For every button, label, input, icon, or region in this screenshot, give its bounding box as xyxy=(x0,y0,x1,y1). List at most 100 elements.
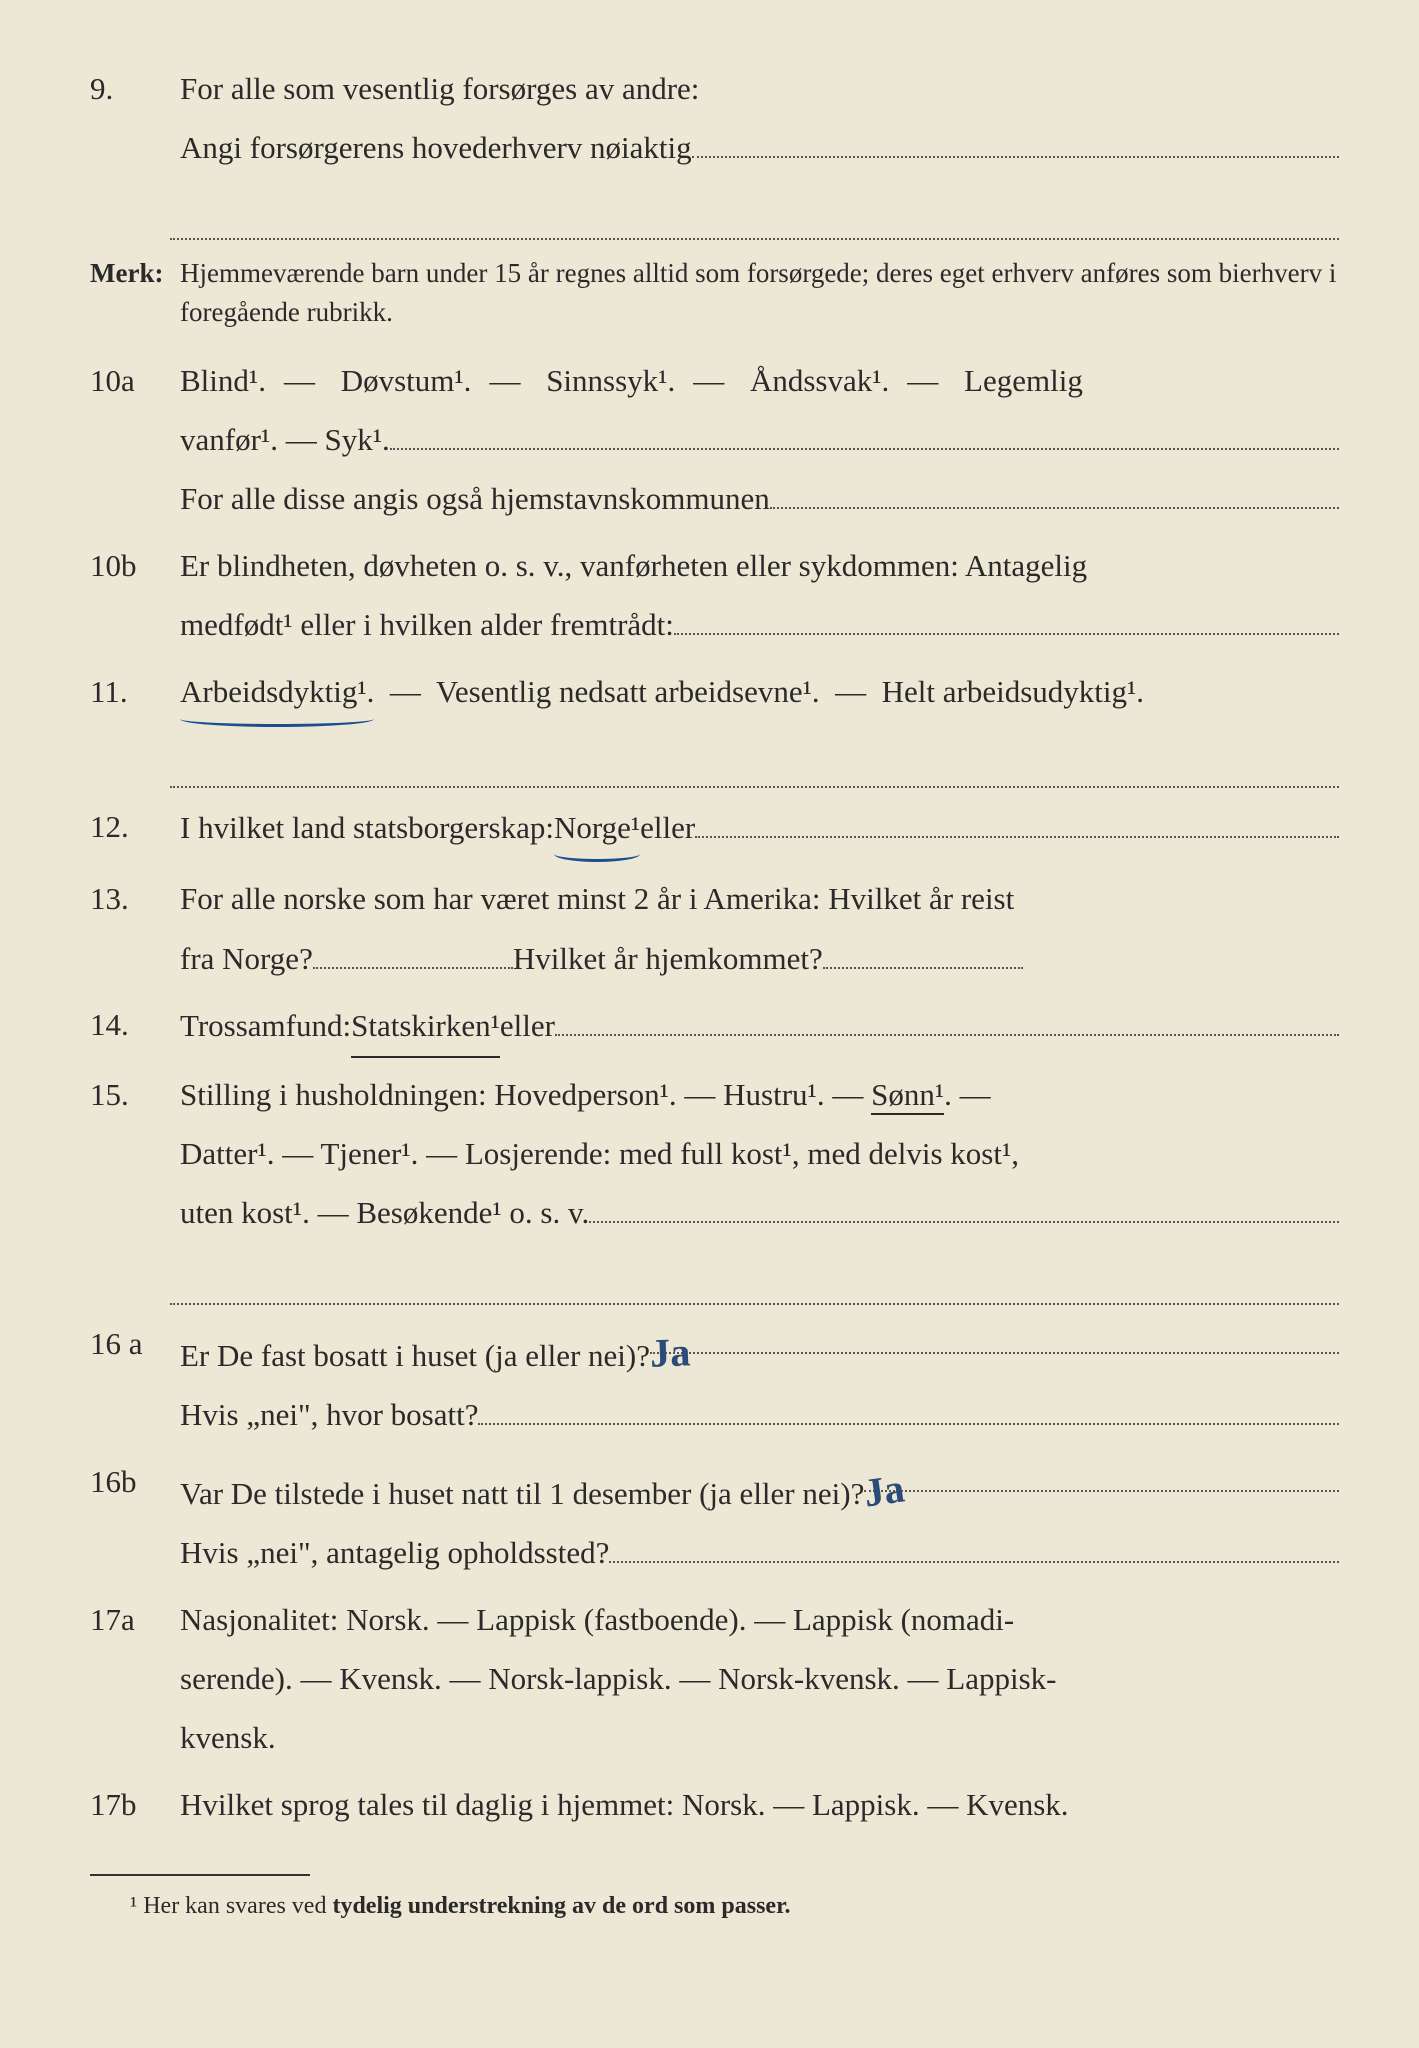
fill-line[interactable]: Ja xyxy=(864,1453,1339,1492)
question-11: 11. Arbeidsdyktig¹. — Vesentlig nedsatt … xyxy=(90,663,1339,727)
opt-sonn-selected: Sønn¹ xyxy=(871,1077,944,1115)
q11-number: 11. xyxy=(90,663,180,727)
q15-body: Stilling i husholdningen: Hovedperson¹. … xyxy=(180,1066,1339,1243)
fill-line[interactable] xyxy=(390,411,1339,450)
q15-line1-post: . — xyxy=(944,1077,991,1112)
q17a-line2: serende). — Kvensk. — Norsk-lappisk. — N… xyxy=(180,1650,1339,1709)
merk-text: Hjemmeværende barn under 15 år regnes al… xyxy=(180,254,1339,332)
census-form-page: 9. For alle som vesentlig forsørges av a… xyxy=(0,0,1419,1970)
q10a-line3: For alle disse angis også hjemstavnskomm… xyxy=(180,470,770,529)
q15-line3-row: uten kost¹. — Besøkende¹ o. s. v. xyxy=(180,1184,1339,1243)
q10b-number: 10b xyxy=(90,537,180,655)
question-15: 15. Stilling i husholdningen: Hovedperso… xyxy=(90,1066,1339,1243)
q16a-number: 16 a xyxy=(90,1315,180,1445)
q10a-line2: vanfør¹. — Syk¹. xyxy=(180,411,390,470)
question-16b: 16b Var De tilstede i huset natt til 1 d… xyxy=(90,1453,1339,1583)
fill-line[interactable] xyxy=(609,1524,1339,1563)
answer-16a: Ja xyxy=(649,1314,692,1392)
q15-line3: uten kost¹. — Besøkende¹ o. s. v. xyxy=(180,1184,589,1243)
q17a-line3: kvensk. xyxy=(180,1709,1339,1768)
q9-line1: For alle som vesentlig forsørges av andr… xyxy=(180,60,1339,119)
q9-body: For alle som vesentlig forsørges av andr… xyxy=(180,60,1339,178)
q17a-body: Nasjonalitet: Norsk. — Lappisk (fastboen… xyxy=(180,1591,1339,1768)
opt-blind: Blind¹. xyxy=(180,363,266,398)
q15-line2: Datter¹. — Tjener¹. — Losjerende: med fu… xyxy=(180,1125,1339,1184)
q13-number: 13. xyxy=(90,870,180,988)
q9-line2-row: Angi forsørgerens hovederhverv nøiaktig xyxy=(180,119,1339,178)
fill-line[interactable] xyxy=(692,119,1339,158)
question-14: 14. Trossamfund: Statskirken¹ eller xyxy=(90,996,1339,1058)
q10b-line2-row: medfødt¹ eller i hvilken alder fremtrådt… xyxy=(180,596,1339,655)
q10a-body: Blind¹.— Døvstum¹.— Sinnssyk¹.— Åndssvak… xyxy=(180,352,1339,529)
opt-dovstum: Døvstum¹. xyxy=(341,363,472,398)
fill-line[interactable] xyxy=(695,798,1339,837)
note-merk: Merk: Hjemmeværende barn under 15 år reg… xyxy=(90,254,1339,332)
q16b-body: Var De tilstede i huset natt til 1 desem… xyxy=(180,1453,1339,1583)
q16b-line1-row: Var De tilstede i huset natt til 1 desem… xyxy=(180,1453,1339,1524)
q12-number: 12. xyxy=(90,798,180,862)
footnote-pre: Her kan svares ved xyxy=(143,1893,332,1919)
question-17b: 17b Hvilket sprog tales til daglig i hje… xyxy=(90,1776,1339,1835)
q13-line2a: fra Norge? xyxy=(180,930,313,989)
q10a-number: 10a xyxy=(90,352,180,529)
q15-line1-pre: Stilling i husholdningen: Hovedperson¹. … xyxy=(180,1077,871,1112)
q13-line2-row: fra Norge? Hvilket år hjemkommet? xyxy=(180,929,1339,988)
q10b-line1: Er blindheten, døvheten o. s. v., vanfør… xyxy=(180,537,1339,596)
q17b-number: 17b xyxy=(90,1776,180,1835)
question-10b: 10b Er blindheten, døvheten o. s. v., va… xyxy=(90,537,1339,655)
opt-legemlig: Legemlig xyxy=(964,363,1083,398)
fill-line[interactable]: Ja xyxy=(650,1315,1339,1354)
q13-line1: For alle norske som har været minst 2 år… xyxy=(180,870,1339,929)
opt-nedsatt: Vesentlig nedsatt arbeidsevne¹. xyxy=(436,674,820,709)
answer-16b: Ja xyxy=(859,1450,910,1531)
opt-sinnssyk: Sinnssyk¹. xyxy=(546,363,675,398)
q16a-line2-row: Hvis „nei", hvor bosatt? xyxy=(180,1386,1339,1445)
q12-pre: I hvilket land statsborgerskap: xyxy=(180,799,554,858)
fill-line[interactable] xyxy=(170,1253,1339,1305)
footnote-marker: ¹ xyxy=(130,1893,137,1919)
q10b-line2: medfødt¹ eller i hvilken alder fremtrådt… xyxy=(180,596,674,655)
q10a-line1: Blind¹.— Døvstum¹.— Sinnssyk¹.— Åndssvak… xyxy=(180,352,1339,411)
question-9: 9. For alle som vesentlig forsørges av a… xyxy=(90,60,1339,178)
opt-udyktig: Helt arbeidsudyktig¹. xyxy=(882,674,1144,709)
q10a-line3-row: For alle disse angis også hjemstavnskomm… xyxy=(180,470,1339,529)
q14-post: eller xyxy=(500,997,555,1056)
question-12: 12. I hvilket land statsborgerskap: Norg… xyxy=(90,798,1339,862)
footnote-bold: tydelig understrekning av de ord som pas… xyxy=(332,1893,790,1919)
q12-body: I hvilket land statsborgerskap: Norge¹ e… xyxy=(180,798,1339,862)
q16b-line2: Hvis „nei", antagelig opholdssted? xyxy=(180,1524,609,1583)
q14-body: Trossamfund: Statskirken¹ eller xyxy=(180,996,1339,1058)
q14-number: 14. xyxy=(90,996,180,1058)
fill-line[interactable] xyxy=(823,929,1023,968)
fill-line[interactable] xyxy=(478,1386,1339,1425)
q14-pre: Trossamfund: xyxy=(180,997,351,1056)
q13-body: For alle norske som har været minst 2 år… xyxy=(180,870,1339,988)
fill-line[interactable] xyxy=(674,596,1339,635)
q16a-line2: Hvis „nei", hvor bosatt? xyxy=(180,1386,478,1445)
q17a-line1: Nasjonalitet: Norsk. — Lappisk (fastboen… xyxy=(180,1591,1339,1650)
fill-line[interactable] xyxy=(770,470,1339,509)
fill-line[interactable] xyxy=(170,737,1339,789)
q17a-number: 17a xyxy=(90,1591,180,1768)
q9-number: 9. xyxy=(90,60,180,178)
fill-line[interactable] xyxy=(313,929,513,968)
opt-arbeidsdyktig-selected: Arbeidsdyktig¹. xyxy=(180,663,374,727)
q15-line1: Stilling i husholdningen: Hovedperson¹. … xyxy=(180,1066,1339,1125)
question-13: 13. For alle norske som har været minst … xyxy=(90,870,1339,988)
opt-norge-selected: Norge¹ xyxy=(554,799,640,863)
q15-number: 15. xyxy=(90,1066,180,1243)
fill-line[interactable] xyxy=(589,1184,1339,1223)
q16b-line1: Var De tilstede i huset natt til 1 desem… xyxy=(180,1465,864,1524)
q9-line2: Angi forsørgerens hovederhverv nøiaktig xyxy=(180,119,692,178)
q17b-body: Hvilket sprog tales til daglig i hjemmet… xyxy=(180,1776,1339,1835)
fill-line[interactable] xyxy=(170,188,1339,240)
question-17a: 17a Nasjonalitet: Norsk. — Lappisk (fast… xyxy=(90,1591,1339,1768)
footnote-rule xyxy=(90,1874,310,1876)
opt-statskirken-selected: Statskirken¹ xyxy=(351,997,500,1059)
merk-label: Merk: xyxy=(90,254,180,332)
fill-line[interactable] xyxy=(555,996,1339,1035)
q10b-body: Er blindheten, døvheten o. s. v., vanfør… xyxy=(180,537,1339,655)
question-16a: 16 a Er De fast bosatt i huset (ja eller… xyxy=(90,1315,1339,1445)
q16b-number: 16b xyxy=(90,1453,180,1583)
question-10a: 10a Blind¹.— Døvstum¹.— Sinnssyk¹.— Ånds… xyxy=(90,352,1339,529)
